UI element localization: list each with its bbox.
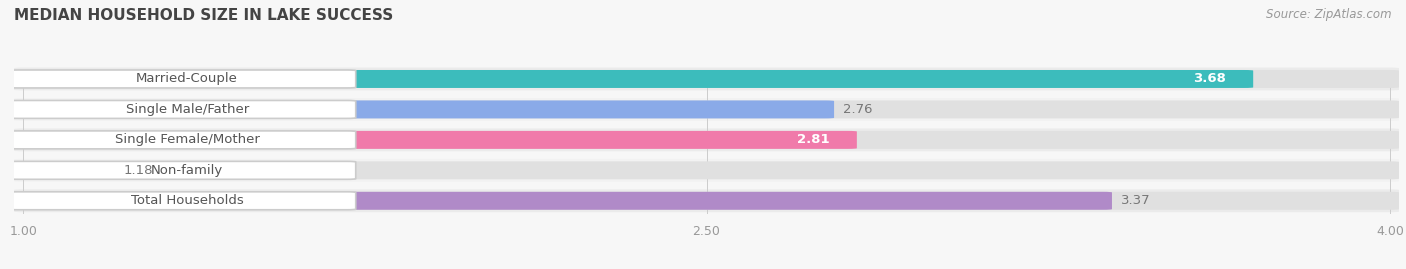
FancyBboxPatch shape (14, 192, 1112, 210)
FancyBboxPatch shape (14, 159, 1399, 182)
FancyBboxPatch shape (10, 192, 356, 210)
FancyBboxPatch shape (14, 131, 1399, 149)
Text: Non-family: Non-family (150, 164, 224, 177)
FancyBboxPatch shape (14, 70, 1399, 88)
FancyBboxPatch shape (14, 100, 1399, 118)
FancyBboxPatch shape (14, 161, 114, 179)
Text: MEDIAN HOUSEHOLD SIZE IN LAKE SUCCESS: MEDIAN HOUSEHOLD SIZE IN LAKE SUCCESS (14, 8, 394, 23)
FancyBboxPatch shape (10, 100, 356, 118)
Text: 3.37: 3.37 (1121, 194, 1150, 207)
FancyBboxPatch shape (14, 161, 1399, 179)
FancyBboxPatch shape (14, 189, 1399, 212)
FancyBboxPatch shape (14, 98, 1399, 121)
Text: Single Male/Father: Single Male/Father (125, 103, 249, 116)
FancyBboxPatch shape (10, 161, 356, 179)
Text: 2.81: 2.81 (797, 133, 830, 146)
FancyBboxPatch shape (10, 131, 356, 149)
FancyBboxPatch shape (14, 131, 856, 149)
Text: 2.76: 2.76 (844, 103, 873, 116)
FancyBboxPatch shape (14, 70, 1253, 88)
Text: 3.68: 3.68 (1192, 72, 1226, 86)
Text: Single Female/Mother: Single Female/Mother (115, 133, 260, 146)
Text: Source: ZipAtlas.com: Source: ZipAtlas.com (1267, 8, 1392, 21)
Text: Married-Couple: Married-Couple (136, 72, 238, 86)
Text: Total Households: Total Households (131, 194, 243, 207)
FancyBboxPatch shape (14, 68, 1399, 90)
FancyBboxPatch shape (14, 129, 1399, 151)
FancyBboxPatch shape (14, 192, 1399, 210)
FancyBboxPatch shape (10, 70, 356, 88)
FancyBboxPatch shape (14, 100, 834, 118)
Text: 1.18: 1.18 (124, 164, 153, 177)
